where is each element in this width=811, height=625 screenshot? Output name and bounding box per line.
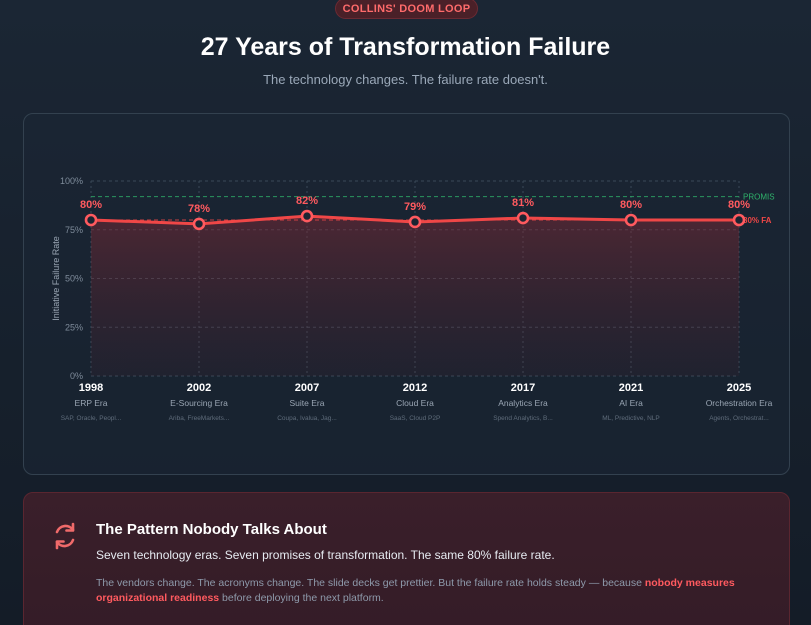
page-title: 27 Years of Transformation Failure <box>200 33 611 61</box>
data-point <box>516 211 530 225</box>
y-tick-label: 50% <box>65 274 83 284</box>
refresh-icon <box>55 522 75 550</box>
data-label: 79% <box>404 201 426 213</box>
y-tick-label: 25% <box>65 322 83 332</box>
x-tick-era: Orchestration Era <box>706 398 773 408</box>
x-tick-era: Cloud Era <box>396 398 434 408</box>
data-point <box>300 209 314 223</box>
failure-rate-chart: 0% 25% 50% 75% 100% Initiative Failure Rate PR… <box>51 176 775 422</box>
x-tick-year: 2025 <box>727 382 751 394</box>
x-tick-era: E-Sourcing Era <box>170 398 228 408</box>
x-tick-era: ERP Era <box>75 398 108 408</box>
x-tick-vendors: SAP, Oracle, Peopl... <box>61 415 122 422</box>
x-tick-vendors: ML, Predictive, NLP <box>602 415 659 422</box>
data-label: 78% <box>188 203 210 215</box>
x-tick-year: 2007 <box>295 382 319 394</box>
data-label: 81% <box>512 197 534 209</box>
data-point <box>732 213 746 227</box>
data-point <box>408 215 422 229</box>
data-point <box>192 217 206 231</box>
x-tick-era: AI Era <box>619 398 643 408</box>
y-tick-label: 100% <box>60 176 83 186</box>
y-axis-label: Initiative Failure Rate <box>51 236 61 321</box>
x-tick-vendors: Spend Analytics, B... <box>493 415 553 422</box>
x-tick-vendors: Ariba, FreeMarkets... <box>169 415 230 422</box>
x-tick-vendors: Agents, Orchestrat... <box>709 415 769 422</box>
x-tick-vendors: Coupa, Ivalua, Jag... <box>277 415 337 422</box>
x-tick-year: 2012 <box>403 382 427 394</box>
x-tick-year: 2017 <box>511 382 535 394</box>
y-tick-label: 75% <box>65 225 83 235</box>
series-area <box>91 216 739 376</box>
x-tick-era: Suite Era <box>290 398 325 408</box>
pattern-card: The Pattern Nobody Talks About Seven tec… <box>23 492 790 625</box>
x-tick-era: Analytics Era <box>498 398 548 408</box>
data-point <box>84 213 98 227</box>
data-label: 82% <box>296 195 318 207</box>
x-tick-year: 1998 <box>79 382 103 394</box>
pattern-body: The vendors change. The acronyms change.… <box>96 576 756 606</box>
chart-card: 0% 25% 50% 75% 100% Initiative Failure Rate PR… <box>23 113 790 475</box>
data-label: 80% <box>80 199 102 211</box>
pattern-title: The Pattern Nobody Talks About <box>96 521 327 538</box>
data-point <box>624 213 638 227</box>
y-tick-label: 0% <box>70 371 83 381</box>
pattern-lead: Seven technology eras. Seven promises of… <box>96 548 555 562</box>
promise-reference-label: PROMIS <box>743 193 775 202</box>
x-tick-vendors: SaaS, Cloud P2P <box>390 415 441 422</box>
x-tick-year: 2021 <box>619 382 643 394</box>
failure-reference-label: 80% FA <box>743 216 772 225</box>
section-badge: COLLINS' DOOM LOOP <box>335 0 478 19</box>
pattern-highlight: nobody measures organizational readiness <box>96 577 735 604</box>
data-label: 80% <box>728 199 750 211</box>
page-subtitle: The technology changes. The failure rate… <box>263 72 548 87</box>
x-tick-year: 2002 <box>187 382 211 394</box>
pattern-body-end: before deploying the next platform. <box>219 592 384 604</box>
data-label: 80% <box>620 199 642 211</box>
pattern-body-start: The vendors change. The acronyms change.… <box>96 577 645 589</box>
